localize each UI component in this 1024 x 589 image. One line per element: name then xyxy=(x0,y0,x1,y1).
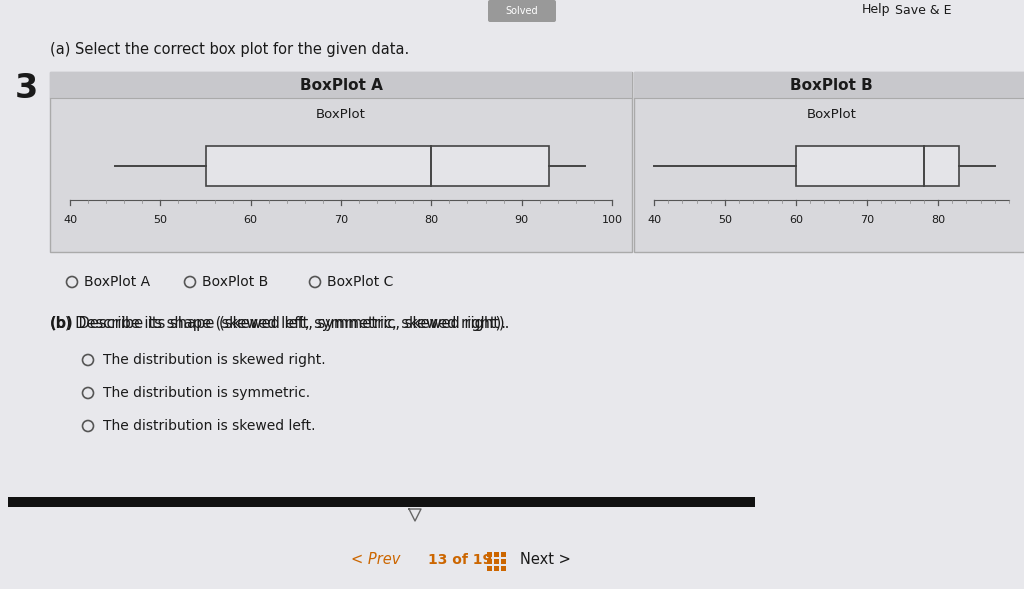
Text: 13 of 19: 13 of 19 xyxy=(428,553,493,567)
Bar xyxy=(501,566,506,571)
Bar xyxy=(796,146,959,186)
Bar xyxy=(494,552,499,557)
Text: 60: 60 xyxy=(244,215,258,225)
Text: 80: 80 xyxy=(931,215,945,225)
Bar xyxy=(487,566,492,571)
Text: (b) Describe its shape (skewed left, symmetric, skewed right).: (b) Describe its shape (skewed left, sym… xyxy=(50,316,506,331)
FancyBboxPatch shape xyxy=(488,0,556,22)
Bar xyxy=(8,497,755,507)
Text: Describe its shape (skewed left, symmetric, skewed right).: Describe its shape (skewed left, symmetr… xyxy=(74,316,509,331)
Bar xyxy=(494,559,499,564)
Bar xyxy=(634,72,1024,98)
Text: BoxPlot: BoxPlot xyxy=(316,108,366,121)
Text: (b): (b) xyxy=(50,316,74,331)
Bar xyxy=(487,552,492,557)
Text: The distribution is skewed right.: The distribution is skewed right. xyxy=(103,353,326,367)
Text: The distribution is skewed left.: The distribution is skewed left. xyxy=(103,419,315,433)
Text: 3: 3 xyxy=(15,72,38,105)
Text: Solved: Solved xyxy=(506,6,539,16)
Text: 100: 100 xyxy=(601,215,623,225)
Text: Help: Help xyxy=(862,4,891,16)
Text: 70: 70 xyxy=(334,215,348,225)
Text: BoxPlot: BoxPlot xyxy=(807,108,856,121)
Text: 40: 40 xyxy=(62,215,77,225)
Bar xyxy=(50,72,632,98)
Text: BoxPlot A: BoxPlot A xyxy=(300,78,382,92)
Text: 60: 60 xyxy=(790,215,803,225)
Bar xyxy=(501,559,506,564)
Text: BoxPlot B: BoxPlot B xyxy=(202,275,268,289)
Text: Next >: Next > xyxy=(520,552,570,567)
Bar xyxy=(206,146,549,186)
Text: 40: 40 xyxy=(647,215,662,225)
Text: (a) Select the correct box plot for the given data.: (a) Select the correct box plot for the … xyxy=(50,42,410,57)
Bar xyxy=(494,566,499,571)
Text: < Prev: < Prev xyxy=(350,552,400,567)
Bar xyxy=(501,552,506,557)
Text: The distribution is symmetric.: The distribution is symmetric. xyxy=(103,386,310,400)
Text: 80: 80 xyxy=(424,215,438,225)
Bar xyxy=(50,72,632,252)
Text: 50: 50 xyxy=(154,215,167,225)
Text: 50: 50 xyxy=(718,215,732,225)
Text: Save & E: Save & E xyxy=(895,4,951,16)
Text: BoxPlot C: BoxPlot C xyxy=(327,275,393,289)
Text: 70: 70 xyxy=(860,215,874,225)
Bar xyxy=(634,72,1024,252)
Bar xyxy=(487,559,492,564)
Text: BoxPlot A: BoxPlot A xyxy=(84,275,151,289)
Text: 90: 90 xyxy=(515,215,528,225)
Text: BoxPlot B: BoxPlot B xyxy=(791,78,872,92)
